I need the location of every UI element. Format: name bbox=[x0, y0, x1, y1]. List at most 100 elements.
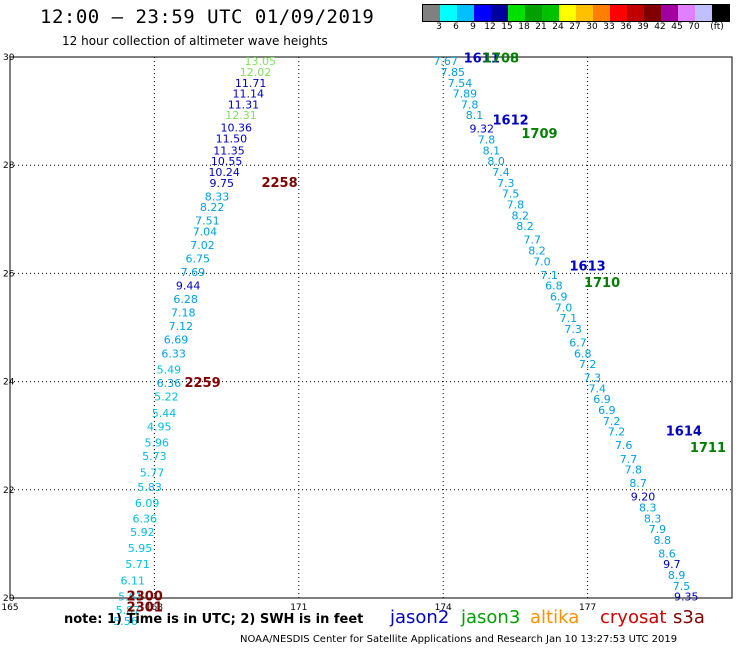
wave-height-value: 7.04 bbox=[193, 226, 218, 239]
wave-height-value: 6.8 bbox=[545, 280, 563, 293]
x-tick-label: 168 bbox=[146, 603, 163, 613]
legend-swatch bbox=[610, 5, 627, 21]
legend-swatch bbox=[712, 5, 729, 21]
legend-swatch bbox=[457, 5, 474, 21]
wave-height-value: 7.8 bbox=[507, 198, 525, 211]
wave-height-value: 7.8 bbox=[478, 134, 496, 147]
y-tick-label: 28 bbox=[3, 161, 15, 171]
legend-swatch bbox=[695, 5, 712, 21]
wave-height-value: 11.50 bbox=[216, 132, 248, 145]
legend-swatch bbox=[576, 5, 593, 21]
map-subtitle: 12 hour collection of altimeter wave hei… bbox=[62, 34, 328, 48]
wave-height-value: 5.22 bbox=[154, 391, 179, 404]
legend-label: 15 bbox=[501, 22, 513, 32]
legend-label: 39 bbox=[637, 22, 649, 32]
wave-height-value: 5.77 bbox=[140, 466, 165, 479]
wave-height-value: 7.2 bbox=[603, 415, 621, 428]
legend-label: 18 bbox=[518, 22, 530, 32]
pass-time-label: 1613 bbox=[570, 260, 606, 275]
wave-height-value: 6.9 bbox=[593, 393, 611, 406]
wave-height-value: 11.14 bbox=[233, 88, 265, 101]
wave-height-value: 7.3 bbox=[564, 323, 582, 336]
wave-height-value: 6.28 bbox=[173, 293, 198, 306]
wave-height-value: 6.75 bbox=[185, 253, 210, 266]
legend-swatch bbox=[661, 5, 678, 21]
wave-height-value: 7.3 bbox=[584, 372, 602, 385]
wave-height-value: 7.1 bbox=[560, 312, 578, 325]
x-tick-label: 165 bbox=[1, 603, 18, 613]
wave-height-value: 8.2 bbox=[511, 209, 529, 222]
wave-height-value: 5.73 bbox=[142, 450, 167, 463]
wave-height-value: 8.1 bbox=[483, 144, 501, 157]
wave-height-value: 5.92 bbox=[130, 526, 155, 539]
wave-height-value: 5.71 bbox=[125, 558, 150, 571]
legend-swatch bbox=[678, 5, 695, 21]
x-tick-label: 177 bbox=[579, 603, 596, 613]
wave-height-value: 12.02 bbox=[240, 66, 272, 79]
pass-time-label: 1612 bbox=[492, 114, 528, 129]
legend-label: 70 bbox=[688, 22, 700, 32]
y-tick-label: 22 bbox=[3, 486, 14, 496]
legend-swatch bbox=[644, 5, 661, 21]
wave-height-value: 5.49 bbox=[157, 363, 182, 376]
pass-time-label: 2300 bbox=[127, 590, 163, 605]
legend-swatch bbox=[491, 5, 508, 21]
wave-height-value: 8.33 bbox=[205, 190, 230, 203]
wave-height-value: 5.87 bbox=[116, 604, 141, 617]
legend-label: 21 bbox=[535, 22, 547, 32]
wave-height-value: 8.3 bbox=[639, 501, 657, 514]
x-tick-label: 171 bbox=[290, 603, 307, 613]
legend-label: 9 bbox=[470, 22, 476, 32]
wave-height-value: 7.9 bbox=[649, 523, 667, 536]
wave-height-value: 7.67 bbox=[433, 55, 458, 68]
wave-height-value: 7.2 bbox=[579, 358, 597, 371]
wave-height-value: 10.24 bbox=[208, 166, 240, 179]
wave-height-value: 7.3 bbox=[497, 177, 515, 190]
wave-height-value: 7.5 bbox=[673, 580, 691, 593]
pass-time-label: 1710 bbox=[584, 276, 620, 291]
color-scale-legend bbox=[422, 4, 730, 22]
credit-line: NOAA/NESDIS Center for Satellite Applica… bbox=[240, 634, 678, 645]
pass-time-label: 1708 bbox=[483, 51, 519, 66]
legend-label: 3 bbox=[436, 22, 442, 32]
wave-height-value: 8.7 bbox=[629, 477, 647, 490]
legend-swatch bbox=[593, 5, 610, 21]
wave-height-value: 6.69 bbox=[164, 334, 189, 347]
wave-height-value: 9.75 bbox=[210, 177, 235, 190]
legend-swatch bbox=[627, 5, 644, 21]
wave-height-value: 8.6 bbox=[658, 547, 676, 560]
wave-height-value: 6.9 bbox=[598, 404, 616, 417]
legend-label: (ft) bbox=[710, 22, 724, 32]
wave-height-value: 8.9 bbox=[668, 569, 686, 582]
pass-time-label: 2258 bbox=[261, 176, 297, 191]
wave-height-value: 6.36 bbox=[157, 377, 182, 390]
map-title: 12:00 — 23:59 UTC 01/09/2019 bbox=[40, 6, 375, 28]
wave-height-value: 5.44 bbox=[152, 407, 177, 420]
legend-swatch bbox=[440, 5, 457, 21]
y-tick-label: 24 bbox=[3, 378, 15, 388]
wave-height-value: 7.2 bbox=[608, 426, 626, 439]
legend-swatch bbox=[559, 5, 576, 21]
wave-height-value: 7.7 bbox=[620, 453, 638, 466]
satellite-s3a: s3a bbox=[673, 607, 705, 628]
wave-height-value: 8.1 bbox=[466, 109, 484, 122]
wave-height-value: 11.71 bbox=[235, 77, 267, 90]
wave-height-value: 7.69 bbox=[181, 266, 206, 279]
legend-swatch bbox=[525, 5, 542, 21]
wave-height-value: 9.44 bbox=[176, 280, 201, 293]
legend-label: 42 bbox=[654, 22, 666, 32]
wave-height-value: 7.02 bbox=[190, 239, 215, 252]
legend-label: 27 bbox=[569, 22, 581, 32]
legend-label: 12 bbox=[484, 22, 496, 32]
pass-time-label: 2259 bbox=[184, 376, 220, 391]
wave-height-value: 7.54 bbox=[448, 77, 473, 90]
wave-height-value: 7.5 bbox=[502, 188, 520, 201]
y-tick-label: 26 bbox=[3, 269, 15, 279]
wave-height-value: 6.33 bbox=[161, 347, 186, 360]
pass-time-label: 1711 bbox=[690, 441, 726, 456]
wave-height-value: 6.09 bbox=[135, 497, 160, 510]
wave-height-value: 8.8 bbox=[653, 534, 671, 547]
footer-note: note: 1) Time is in UTC; 2) SWH is in fe… bbox=[64, 612, 364, 627]
wave-height-value: 6.9 bbox=[550, 290, 568, 303]
